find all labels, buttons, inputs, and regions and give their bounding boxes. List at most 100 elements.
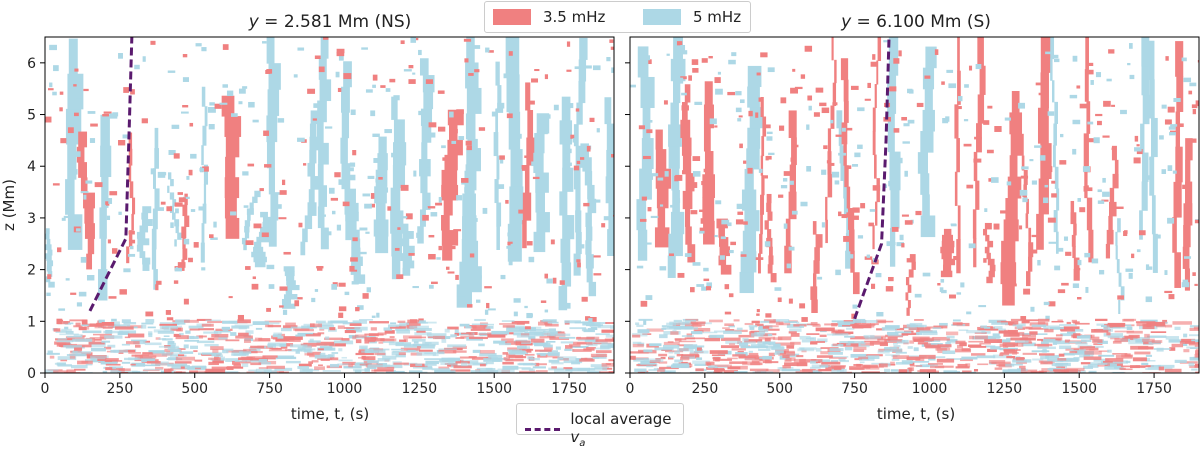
heatmap-cell [760, 214, 763, 235]
heatmap-cell [1057, 357, 1067, 361]
heatmap-cell [441, 230, 459, 246]
heatmap-cell [821, 169, 827, 175]
heatmap-cell [1058, 247, 1064, 252]
heatmap-cell [139, 251, 146, 259]
heatmap-cell [799, 359, 817, 363]
heatmap-cell [677, 272, 685, 278]
heatmap-cell [590, 364, 608, 368]
heatmap-cell [1184, 256, 1192, 259]
heatmap-cell [1145, 175, 1151, 180]
heatmap-cell [1145, 296, 1153, 303]
heatmap-cell [72, 338, 93, 342]
heatmap-cell [524, 326, 531, 330]
heatmap-cell [453, 365, 472, 369]
heatmap-cell [453, 229, 462, 232]
heatmap-cell [1025, 326, 1042, 329]
legend-item-red: 3.5 mHz [493, 8, 605, 26]
heatmap-cell [859, 361, 865, 364]
heatmap-cell [565, 345, 573, 349]
heatmap-cell [592, 355, 607, 359]
heatmap-cell [1082, 166, 1090, 172]
heatmap-cell [692, 171, 701, 177]
heatmap-cell [1130, 365, 1140, 369]
heatmap-cell [907, 368, 912, 371]
heatmap-cell [318, 66, 325, 73]
heatmap-cell [1114, 330, 1135, 333]
heatmap-cell [562, 215, 575, 240]
heatmap-cell [610, 325, 614, 329]
heatmap-cell [245, 330, 254, 334]
heatmap-cell [1019, 225, 1023, 230]
heatmap-cell [431, 368, 451, 371]
heatmap-cell [1054, 369, 1069, 373]
heatmap-cell [261, 357, 276, 360]
heatmap-cell [505, 332, 514, 335]
heatmap-cell [465, 215, 477, 242]
heatmap-cell [841, 127, 846, 132]
heatmap-cell [1145, 359, 1156, 362]
heatmap-cell [668, 146, 680, 169]
heatmap-cell [49, 44, 57, 51]
heatmap-cell [578, 81, 586, 104]
heatmap-cell [1084, 252, 1091, 258]
heatmap-cell [1073, 321, 1080, 324]
heatmap-cell [424, 358, 444, 360]
heatmap-cell [441, 357, 461, 361]
heatmap-cell [789, 328, 802, 332]
heatmap-cell [69, 355, 76, 359]
heatmap-cell [173, 371, 186, 373]
heatmap-cell [478, 369, 499, 373]
heatmap-cell [100, 114, 110, 147]
heatmap-cell [922, 109, 935, 132]
heatmap-cell [768, 152, 775, 155]
heatmap-cell [826, 333, 834, 336]
heatmap-cell [338, 312, 344, 318]
heatmap-cell [396, 274, 404, 279]
heatmap-cell [202, 125, 207, 146]
heatmap-cell [630, 351, 649, 354]
heatmap-cell [237, 319, 251, 324]
heatmap-cell [372, 84, 376, 88]
heatmap-cell [400, 238, 410, 247]
heatmap-cell [428, 253, 436, 260]
heatmap-cell [46, 292, 51, 297]
heatmap-cell [872, 185, 881, 191]
heatmap-cell [806, 323, 820, 326]
heatmap-cell [391, 255, 401, 280]
heatmap-cell [1179, 340, 1196, 344]
heatmap-cell [208, 357, 219, 360]
heatmap-cell [613, 339, 614, 343]
heatmap-cell [590, 353, 608, 358]
heatmap-cell [1045, 51, 1053, 55]
heatmap-cell [904, 170, 908, 177]
heatmap-cell [724, 370, 738, 373]
heatmap-cell [128, 230, 135, 235]
heatmap-cell [740, 254, 747, 257]
heatmap-cell [425, 163, 431, 168]
heatmap-cell [682, 170, 690, 175]
heatmap-cell [789, 164, 796, 193]
heatmap-cell [479, 352, 497, 357]
heatmap-cell [565, 302, 571, 309]
heatmap-cell [1005, 343, 1024, 347]
heatmap-cell [182, 204, 188, 217]
heatmap-cell [1174, 359, 1187, 363]
heatmap-cell [351, 247, 361, 258]
heatmap-cell [756, 309, 760, 313]
heatmap-cell [685, 173, 695, 192]
heatmap-cell [210, 237, 218, 240]
heatmap-cell [106, 215, 111, 221]
heatmap-cell [121, 361, 131, 364]
heatmap-cell [369, 341, 377, 344]
heatmap-cell [912, 336, 930, 340]
heatmap-cell [1131, 253, 1135, 259]
heatmap-cell [1048, 241, 1057, 244]
heatmap-cell [153, 269, 158, 290]
heatmap-cell [364, 340, 370, 344]
heatmap-cell [1128, 272, 1133, 279]
heatmap-cell [922, 331, 938, 336]
heatmap-cell [711, 354, 726, 357]
heatmap-cell [869, 209, 876, 212]
heatmap-cell [242, 171, 249, 176]
heatmap-cell [999, 347, 1018, 351]
